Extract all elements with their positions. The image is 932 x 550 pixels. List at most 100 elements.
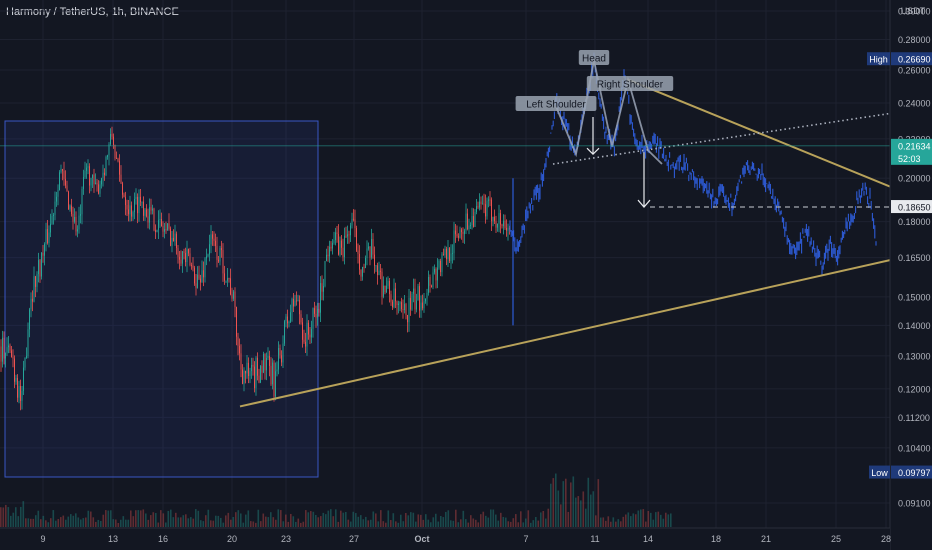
volume-bar bbox=[627, 512, 630, 527]
left-shoulder-label-text: Left Shoulder bbox=[526, 100, 586, 111]
candle-body bbox=[498, 213, 500, 224]
date-tick-label: 13 bbox=[108, 534, 118, 544]
candle-body bbox=[186, 249, 188, 263]
volume-bar bbox=[545, 518, 547, 527]
candle-body bbox=[219, 248, 221, 262]
candle-body bbox=[224, 273, 225, 281]
volume-bar bbox=[512, 518, 515, 527]
candle-body bbox=[216, 245, 218, 260]
candle-body bbox=[66, 185, 68, 192]
volume-bar bbox=[195, 509, 197, 527]
volume-bar bbox=[282, 521, 285, 527]
volume-bar bbox=[235, 512, 237, 527]
date-axis-bg bbox=[0, 528, 890, 550]
volume-bar bbox=[462, 510, 465, 527]
candle-body bbox=[113, 136, 114, 145]
candle-body bbox=[179, 256, 180, 260]
candle-body bbox=[104, 172, 105, 175]
candle-body bbox=[84, 170, 86, 178]
price-axis-bg bbox=[890, 0, 932, 550]
candle-body bbox=[413, 288, 414, 294]
volume-bar bbox=[605, 520, 607, 527]
candle-body bbox=[425, 298, 426, 302]
volume-bar bbox=[237, 510, 240, 527]
candle-body bbox=[491, 199, 492, 222]
candle-body bbox=[0, 346, 2, 362]
volume-bar bbox=[217, 515, 220, 527]
candle-body bbox=[431, 285, 432, 288]
candle-body bbox=[273, 362, 275, 397]
candle-body bbox=[440, 260, 441, 273]
volume-bar bbox=[285, 514, 287, 527]
candle-body bbox=[162, 226, 164, 232]
candle-body bbox=[231, 294, 233, 299]
volume-bar bbox=[22, 501, 25, 527]
candle-body bbox=[98, 184, 99, 194]
volume-bar bbox=[560, 504, 562, 527]
date-tick-label: 18 bbox=[711, 534, 721, 544]
volume-bar bbox=[135, 510, 137, 527]
candle-body bbox=[485, 204, 486, 217]
volume-bar bbox=[375, 513, 377, 527]
volume-bar bbox=[250, 521, 252, 527]
volume-bar bbox=[332, 516, 335, 527]
candle-body bbox=[194, 267, 195, 284]
volume-bar bbox=[577, 496, 580, 527]
candle-body bbox=[426, 292, 428, 299]
candle-body bbox=[390, 294, 392, 302]
volume-bar bbox=[185, 514, 187, 527]
candle-body bbox=[170, 228, 171, 246]
candle-body bbox=[365, 257, 366, 269]
candle-body bbox=[48, 232, 50, 243]
candle-body bbox=[29, 309, 30, 330]
volume-bar bbox=[290, 513, 292, 527]
candle-body bbox=[228, 278, 230, 279]
low-tag-label: Low bbox=[871, 468, 888, 478]
candle-body bbox=[467, 213, 468, 229]
volume-bar bbox=[80, 519, 82, 527]
volume-bar bbox=[225, 515, 227, 527]
volume-bar bbox=[37, 510, 40, 527]
candle-body bbox=[68, 191, 69, 210]
volume-bar bbox=[137, 510, 140, 527]
volume-bar bbox=[12, 512, 15, 527]
candle-body bbox=[74, 216, 75, 222]
volume-bar bbox=[507, 521, 510, 527]
volume-bar bbox=[257, 509, 260, 527]
candle-body bbox=[506, 227, 507, 231]
candle-body bbox=[161, 218, 162, 227]
volume-bar bbox=[590, 494, 592, 527]
candle-body bbox=[305, 341, 306, 347]
volume-bar bbox=[305, 510, 307, 527]
volume-bar bbox=[497, 520, 500, 527]
volume-bar bbox=[212, 520, 215, 527]
high-tag-bg bbox=[867, 52, 890, 66]
volume-bar bbox=[207, 509, 210, 527]
candle-body bbox=[443, 254, 444, 256]
candle-body bbox=[267, 355, 269, 359]
candle-body bbox=[39, 260, 41, 277]
price-tick-label: 0.10400 bbox=[898, 443, 931, 453]
candle-body bbox=[417, 286, 419, 301]
high-price-marker: 0.26690 bbox=[891, 52, 932, 66]
candle-body bbox=[78, 215, 80, 230]
volume-bar bbox=[295, 521, 297, 527]
volume-bar bbox=[147, 519, 150, 527]
volume-bar bbox=[140, 510, 142, 527]
volume-bar bbox=[230, 519, 232, 527]
volume-bar bbox=[340, 510, 342, 527]
volume-bar bbox=[75, 513, 77, 527]
candle-body bbox=[239, 345, 240, 354]
volume-bar bbox=[360, 515, 362, 527]
candle-body bbox=[501, 224, 503, 227]
volume-bar bbox=[50, 518, 52, 527]
candle-body bbox=[92, 174, 93, 179]
volume-bar bbox=[480, 514, 482, 527]
candle-body bbox=[3, 337, 5, 359]
candle-body bbox=[408, 297, 410, 323]
candle-body bbox=[278, 348, 279, 370]
volume-bar bbox=[520, 511, 522, 527]
volume-bar bbox=[215, 515, 217, 527]
candle-body bbox=[90, 178, 92, 186]
